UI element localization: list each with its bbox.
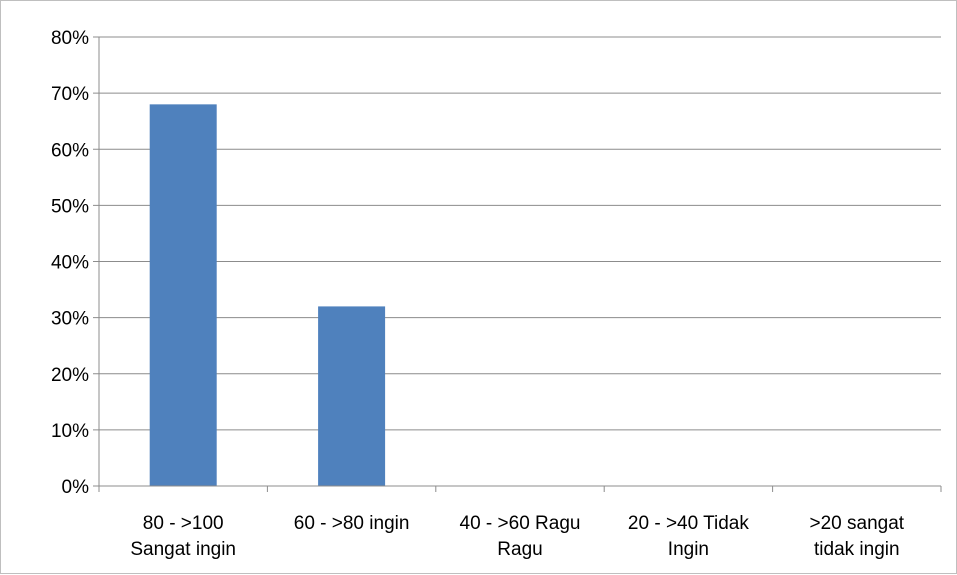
y-tick-labels: 0% 10% 20% 30% 40% 50% 60% 70% 80% <box>51 28 89 498</box>
x-category-label: 20 - >40 Tidak Ingin <box>628 513 749 560</box>
y-tick-label: 40% <box>51 253 89 274</box>
gridlines <box>93 36 941 487</box>
x-category-label: 60 - >80 ingin <box>294 513 410 534</box>
axes <box>98 37 942 492</box>
bar <box>318 306 386 486</box>
y-tick-label: 50% <box>51 196 89 217</box>
y-tick-label: 20% <box>51 365 89 386</box>
y-tick-label: 80% <box>51 28 89 49</box>
bars <box>149 104 386 486</box>
x-tick-labels: 80 - >100 Sangat ingin 60 - >80 ingin 40 - … <box>130 513 904 560</box>
x-category-label: 80 - >100 Sangat ingin <box>130 513 236 560</box>
y-tick-label: 10% <box>51 421 89 442</box>
x-category-label: >20 sangat tidak ingin <box>810 513 905 560</box>
bar <box>149 104 217 486</box>
x-category-label: 40 - >60 Ragu Ragu <box>460 513 581 560</box>
y-tick-label: 30% <box>51 309 89 330</box>
y-tick-label: 60% <box>51 140 89 161</box>
y-tick-label: 0% <box>62 477 90 498</box>
y-tick-label: 70% <box>51 84 89 105</box>
